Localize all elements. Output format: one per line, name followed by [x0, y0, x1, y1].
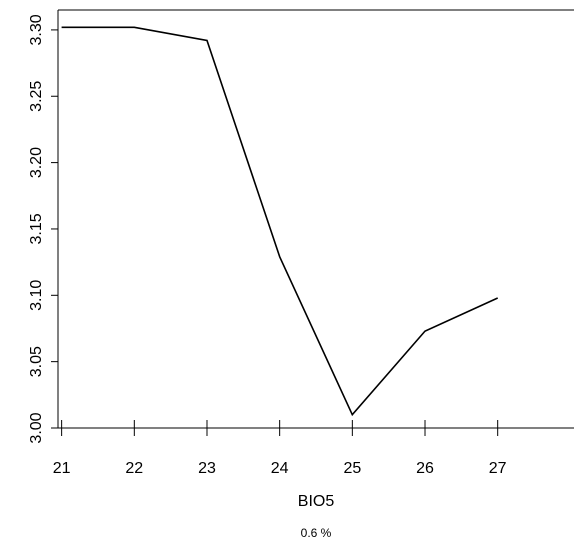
x-tick-label: 27 [489, 460, 507, 477]
y-tick-label: 3.25 [28, 81, 45, 112]
x-tick-label: 23 [198, 460, 216, 477]
x-tick-label: 21 [53, 460, 71, 477]
x-tick-label: 22 [125, 460, 143, 477]
y-tick-label: 3.10 [28, 280, 45, 311]
x-axis-title: BIO5 [298, 493, 335, 510]
y-tick-label: 3.15 [28, 213, 45, 244]
x-tick-label: 26 [416, 460, 434, 477]
x-tick-label: 24 [271, 460, 289, 477]
y-tick-label: 3.05 [28, 346, 45, 377]
y-tick-label: 3.30 [28, 14, 45, 45]
y-axis-ticks: 3.00 3.05 3.10 3.15 3.20 3.25 3.30 [28, 14, 58, 444]
chart-subtitle: 0.6 % [301, 526, 332, 540]
x-axis-ticks: 21 22 23 24 25 26 27 [53, 420, 507, 477]
x-tick-label: 25 [343, 460, 361, 477]
data-series [61, 26, 499, 417]
plot-frame-group [57, 9, 574, 429]
y-tick-label: 3.20 [28, 147, 45, 178]
y-tick-label: 3.00 [28, 412, 45, 443]
series-line [61, 26, 499, 417]
